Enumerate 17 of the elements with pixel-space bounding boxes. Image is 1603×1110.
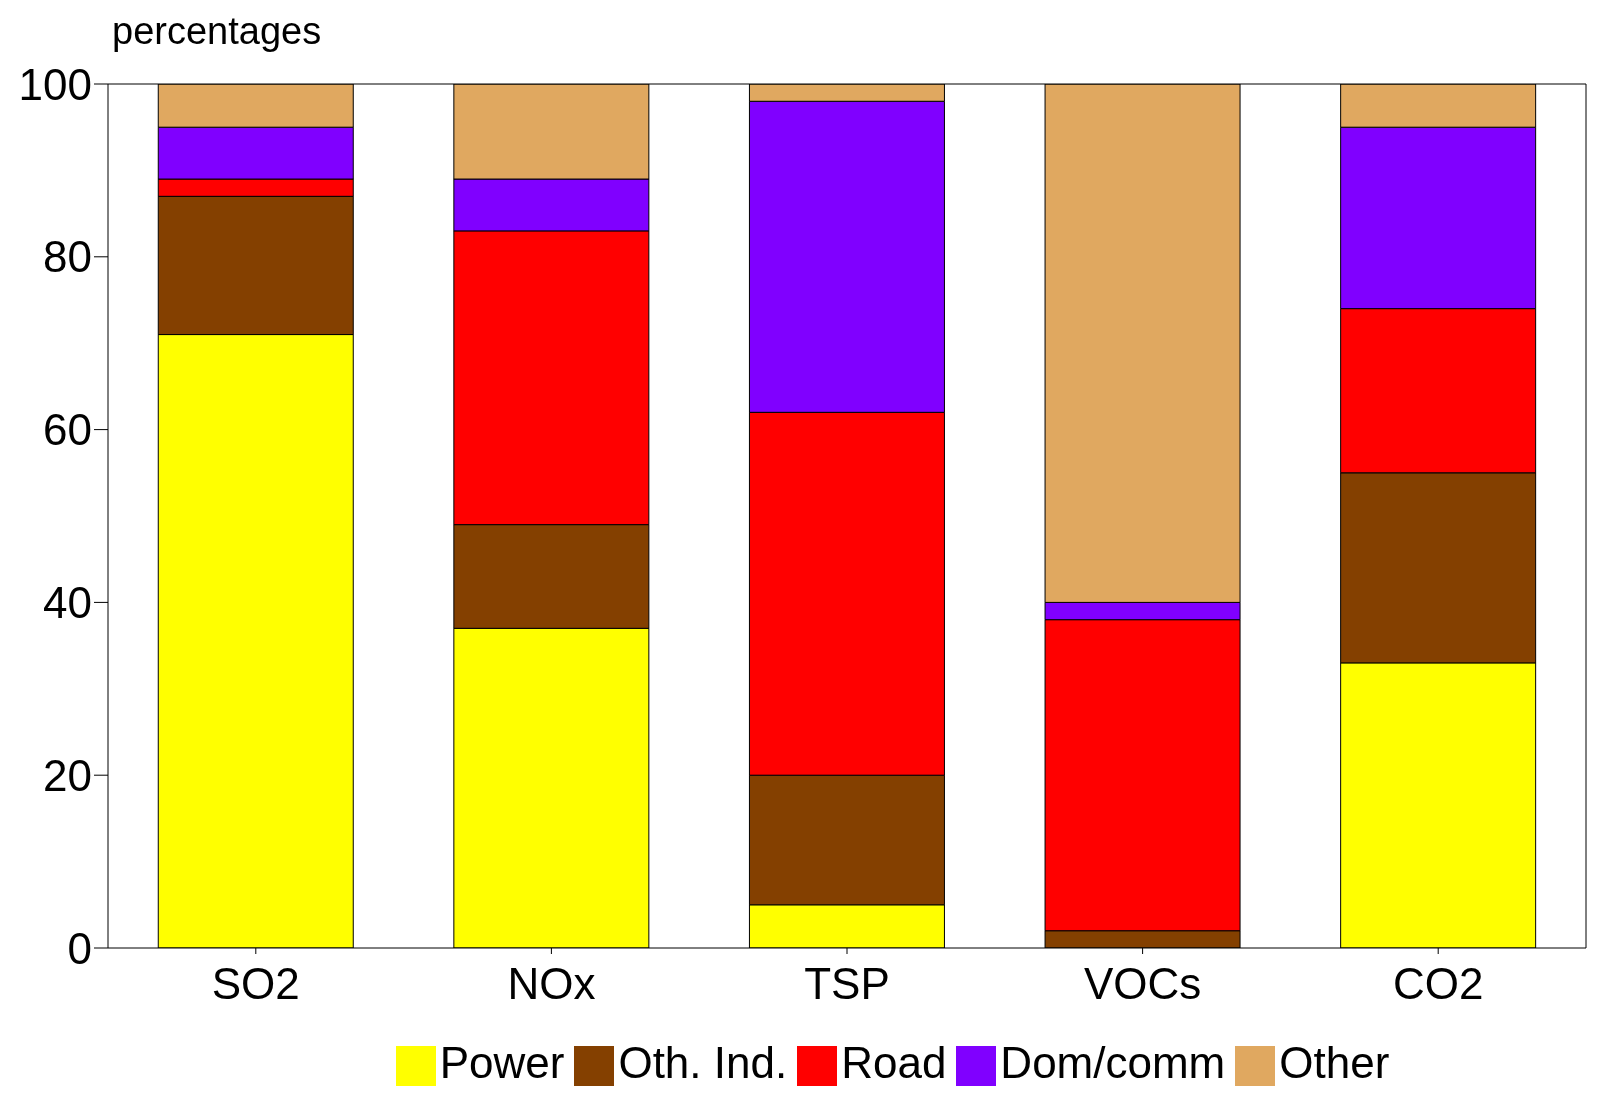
x-tick-label: TSP [804, 959, 890, 1009]
x-tick-label: VOCs [1083, 959, 1202, 1009]
legend-label: Road [841, 1038, 947, 1087]
y-tick-label: 0 [67, 923, 92, 973]
legend-label: Power [439, 1038, 565, 1087]
y-tick-label: 60 [43, 405, 92, 455]
y-tick-label: 80 [43, 232, 92, 282]
x-tick-label: CO2 [1392, 959, 1484, 1009]
y-axis-title: percentages [112, 10, 322, 53]
y-tick-label: 100 [18, 59, 92, 109]
y-tick-label: 20 [43, 750, 92, 800]
legend-label: Other [1279, 1038, 1390, 1087]
legend-label: Dom/comm [1000, 1038, 1226, 1087]
x-tick-label: SO2 [211, 959, 300, 1009]
x-tick-label: NOx [507, 959, 596, 1009]
legend-label: Oth. Ind. [618, 1038, 788, 1087]
y-tick-label: 40 [43, 578, 92, 628]
